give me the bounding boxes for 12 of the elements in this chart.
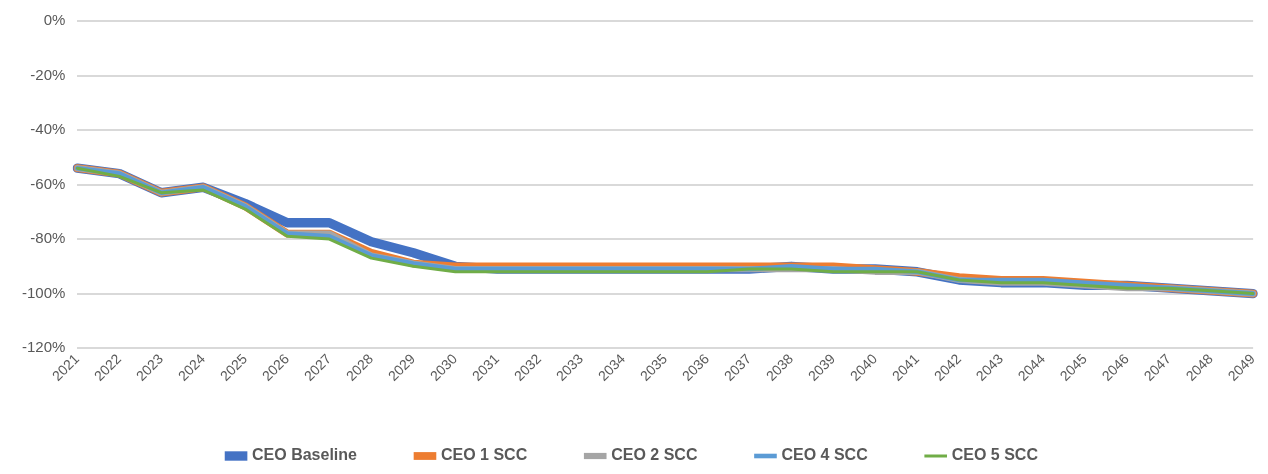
- y-tick-label: 0%: [43, 11, 66, 29]
- legend-label: CEO 5 SCC: [951, 446, 1039, 464]
- legend-label: CEO Baseline: [252, 446, 358, 464]
- y-tick-label: -100%: [22, 283, 66, 301]
- y-tick-label: -120%: [22, 338, 66, 356]
- legend-label: CEO 4 SCC: [781, 446, 869, 464]
- y-tick-label: -80%: [30, 229, 66, 247]
- y-tick-label: -20%: [30, 65, 66, 83]
- legend-label: CEO 2 SCC: [611, 446, 698, 464]
- y-tick-label: -60%: [30, 174, 66, 192]
- y-tick-label: -40%: [30, 120, 66, 138]
- legend-label: CEO 1 SCC: [440, 446, 528, 464]
